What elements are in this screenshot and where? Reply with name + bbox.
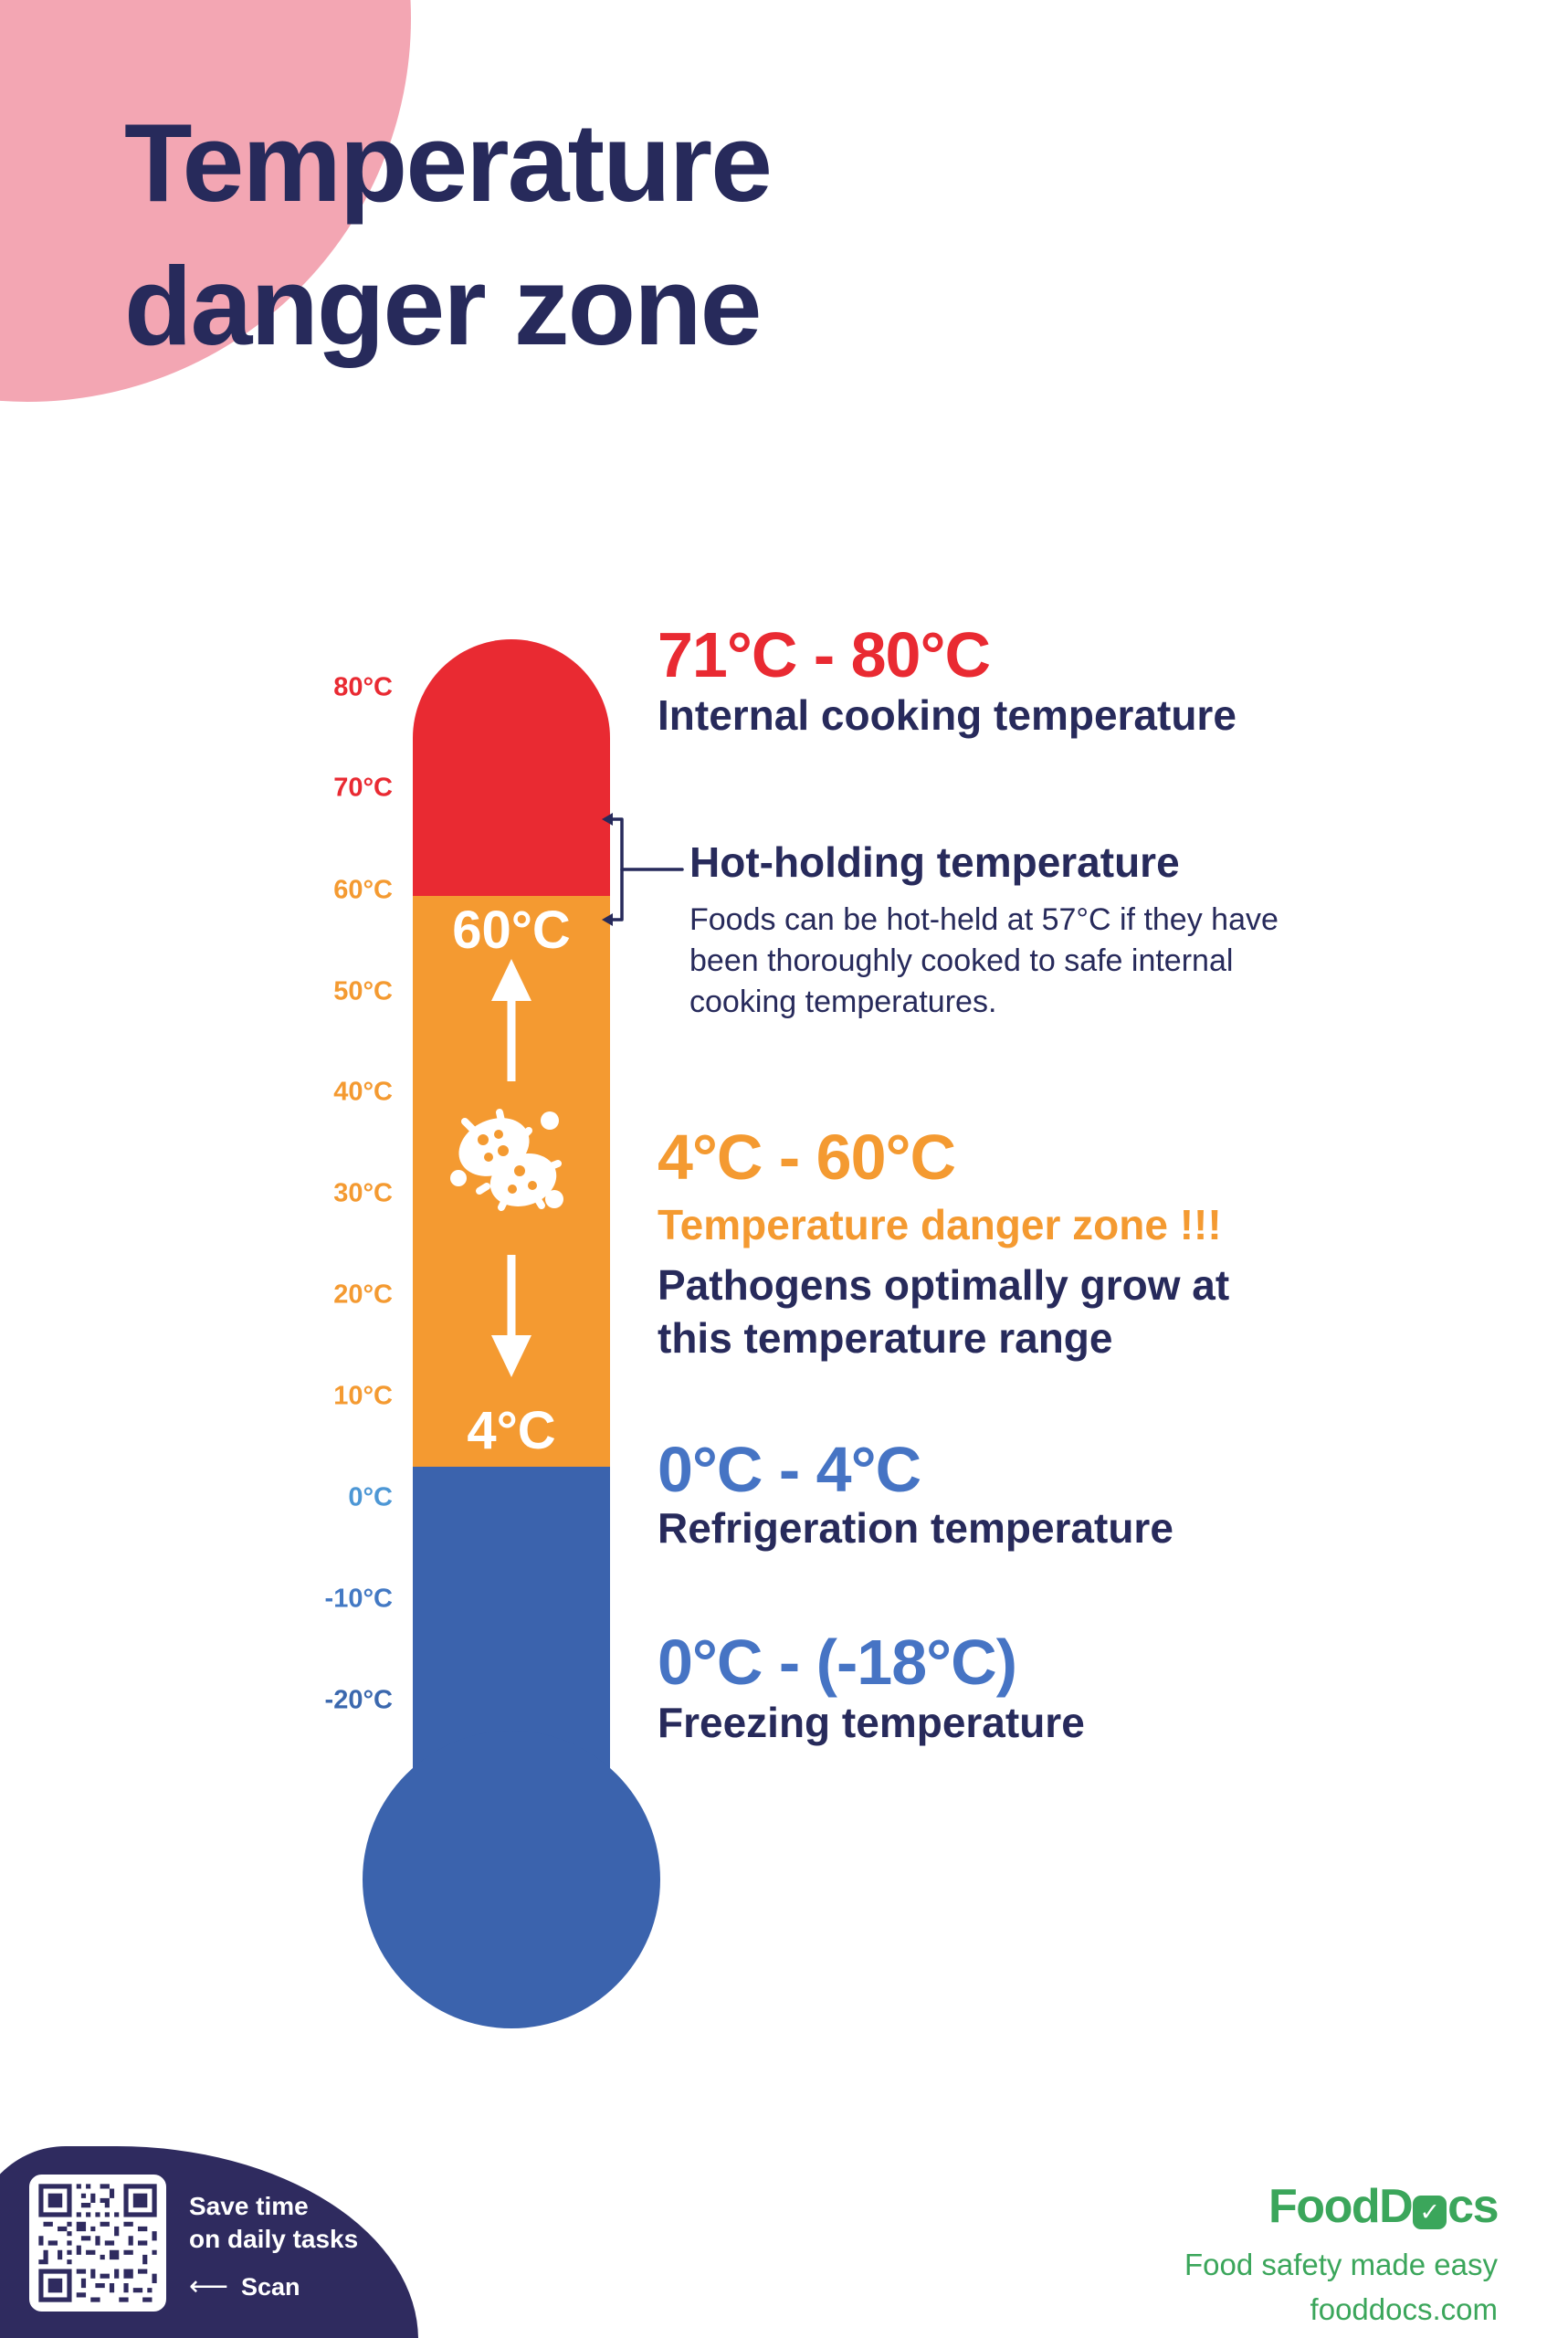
logo-text-left: FoodD (1268, 2180, 1414, 2233)
scale-label-10: 10°C (333, 1381, 393, 1411)
freezing-range: 0°C - (-18°C) (658, 1627, 1017, 1698)
scale-label-80: 80°C (333, 672, 393, 702)
scale-label-50: 50°C (333, 976, 393, 1006)
hot-holding-bracket (602, 813, 684, 926)
hot-holding-body: Foods can be hot-held at 57°C if they ha… (689, 902, 1279, 1019)
cooking-range: 71°C - 80°C (658, 619, 991, 690)
refrigeration-range: 0°C - 4°C (658, 1434, 921, 1505)
page-title-line2: danger zone (124, 244, 763, 368)
brand-tagline: Food safety made easy (1184, 2248, 1498, 2281)
scale-label-70: 70°C (333, 773, 393, 803)
thermometer-blue-zone (413, 1467, 610, 1777)
danger-body: Pathogens optimally grow at this tempera… (658, 1261, 1230, 1362)
scale-label-30: 30°C (333, 1178, 393, 1208)
bacteria-icon (450, 1109, 563, 1211)
scale-label-m10: -10°C (324, 1584, 393, 1614)
arrow-down-icon (491, 1255, 531, 1377)
danger-range: 4°C - 60°C (658, 1122, 956, 1193)
brand-website: fooddocs.com (1310, 2291, 1498, 2326)
scale-label-60: 60°C (333, 875, 393, 905)
brand-block: FoodD ✓ cs Food safety made easy fooddocs.… (1184, 2180, 1500, 2330)
scan-arrow-icon: ⟵ (189, 2271, 229, 2301)
hot-holding-title: Hot-holding temperature (689, 838, 1180, 886)
zone-top-label: 60°C (452, 900, 571, 960)
qr-caption-line2: on daily tasks (189, 2224, 359, 2253)
arrow-up-icon (491, 959, 531, 1081)
scale-label-0: 0°C (348, 1482, 393, 1512)
scan-row: ⟵ Scan (189, 2270, 300, 2302)
scan-label: Scan (241, 2273, 300, 2301)
scale-label-20: 20°C (333, 1280, 393, 1310)
qr-code (29, 2175, 166, 2312)
thermometer-red-zone (413, 639, 610, 896)
logo-checkmark-icon: ✓ (1413, 2196, 1447, 2229)
fooddocs-logo: FoodD ✓ cs (1184, 2180, 1499, 2233)
scale-label-m20: -20°C (324, 1685, 393, 1715)
logo-text-right: cs (1447, 2180, 1499, 2233)
danger-warning: Temperature danger zone !!! (658, 1201, 1222, 1248)
page-title: Temperature danger zone (124, 91, 773, 378)
freezing-label: Freezing temperature (658, 1699, 1085, 1746)
refrigeration-label: Refrigeration temperature (658, 1504, 1173, 1552)
scale-label-40: 40°C (333, 1077, 393, 1107)
page-title-line1: Temperature (124, 100, 773, 225)
zone-bottom-label: 4°C (467, 1401, 556, 1460)
qr-caption: Save time on daily tasks (189, 2190, 358, 2256)
qr-caption-line1: Save time (189, 2192, 309, 2220)
cooking-label: Internal cooking temperature (658, 691, 1237, 739)
thermometer-bulb (363, 1731, 660, 2028)
